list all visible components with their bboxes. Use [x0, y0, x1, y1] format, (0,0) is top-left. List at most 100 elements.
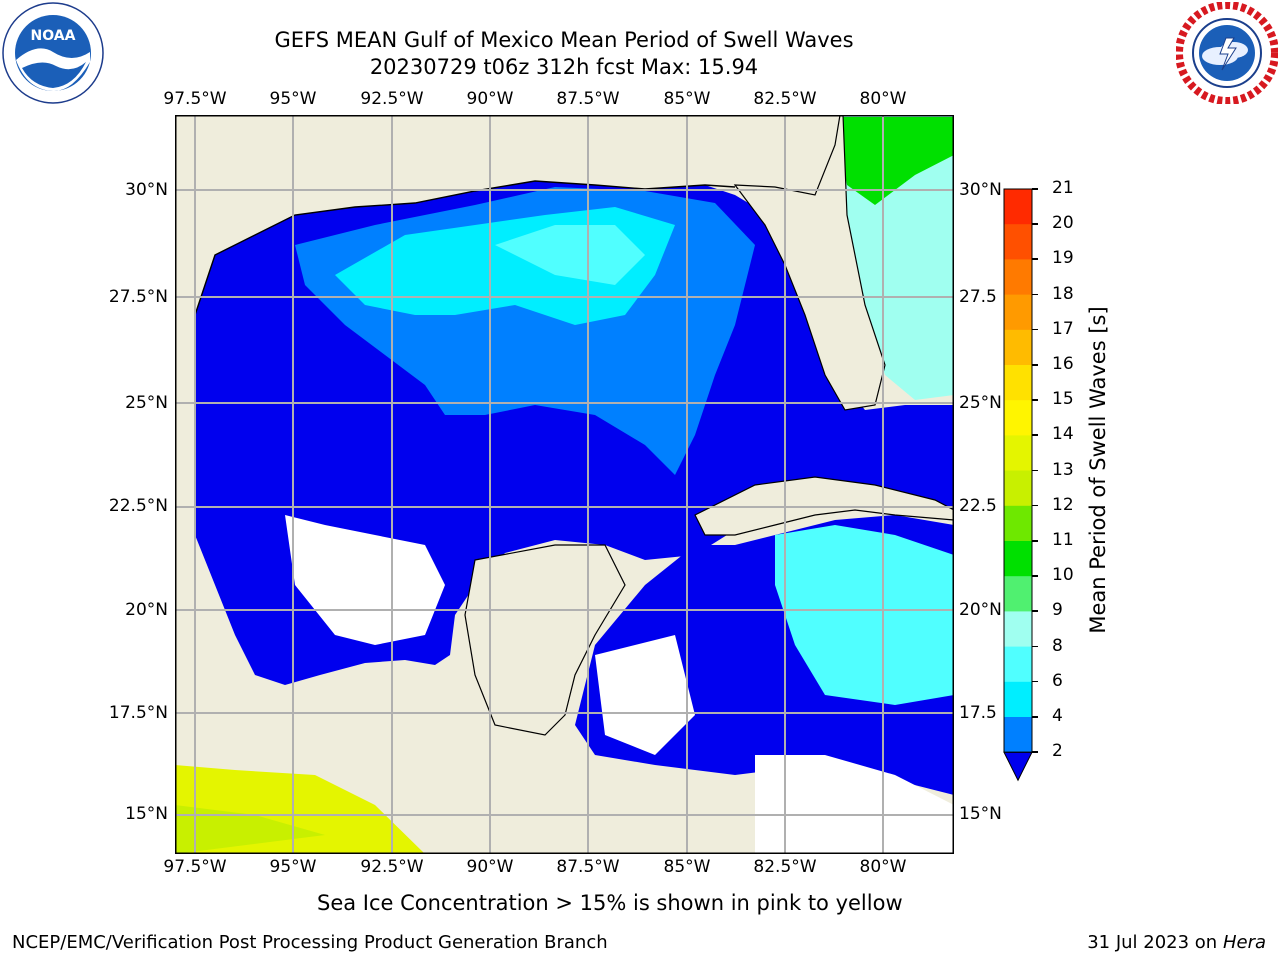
lon-label-bottom: 85°W [663, 857, 711, 877]
colorbar-tick-label: 17 [1052, 318, 1074, 339]
colorbar-segment [1004, 259, 1032, 296]
colorbar-tick-mark [1032, 188, 1038, 190]
colorbar-tick-mark [1032, 258, 1038, 260]
lat-label-right: 22.5 [959, 496, 997, 516]
lon-label-bottom: 82.5°W [753, 857, 817, 877]
lon-label-top: 95°W [269, 89, 317, 109]
colorbar-tick-mark [1032, 364, 1038, 366]
swell-light-band [495, 225, 645, 285]
colorbar-tick-label: 14 [1052, 424, 1074, 445]
colorbar-ticks: 21 20 19 18 17 16 15 14 13 12 11 10 9 8 6 4 2 [1032, 0, 1112, 960]
lon-label-bottom: 90°W [466, 857, 514, 877]
colorbar-segment [1004, 646, 1032, 683]
graticule [175, 115, 954, 854]
map-canvas [175, 114, 955, 854]
colorbar-tick-mark [1032, 610, 1038, 612]
footer-right: 31 Jul 2023 on Hera [1087, 932, 1266, 953]
atlantic-green [839, 117, 954, 205]
colorbar-tick-label: 13 [1052, 459, 1074, 480]
colorbar-graphic [1003, 188, 1033, 782]
footer-host: Hera [1222, 932, 1266, 953]
map-subtitle: 20230729 t06z 312h fcst Max: 15.94 [369, 55, 759, 79]
colorbar [1000, 185, 1040, 785]
lon-label-top: 92.5°W [360, 89, 424, 109]
lat-label-right: 20°N [959, 600, 1002, 620]
colorbar-segment [1004, 611, 1032, 648]
lat-label-right: 15°N [959, 804, 1002, 824]
map-title: GEFS MEAN Gulf of Mexico Mean Period of … [274, 28, 854, 52]
colorbar-segment [1004, 189, 1032, 225]
lon-label-bottom: 80°W [859, 857, 907, 877]
colorbar-segment [1004, 576, 1032, 612]
lat-label-left: 22.5°N [108, 496, 168, 516]
colorbar-tick-label: 9 [1052, 600, 1063, 621]
lat-label-left: 15°N [125, 804, 168, 824]
florida-land [733, 114, 886, 411]
lon-label-top: 80°W [859, 89, 907, 109]
lon-label-top: 90°W [466, 89, 514, 109]
colorbar-tick-label: 6 [1052, 670, 1063, 691]
colorbar-tick-mark [1032, 223, 1038, 225]
mask-white-bay [285, 515, 445, 645]
colorbar-tick-mark [1032, 293, 1038, 296]
lat-label-left: 30°N [125, 180, 168, 200]
colorbar-tick-mark [1032, 575, 1038, 577]
colorbar-tick-label: 11 [1052, 530, 1074, 550]
colorbar-tick-mark [1032, 399, 1038, 401]
colorbar-tick-label: 2 [1052, 741, 1063, 762]
colorbar-segment [1004, 681, 1032, 718]
colorbar-tick-label: 15 [1052, 389, 1074, 410]
noaa-logo-text: NOAA [31, 28, 76, 44]
colorbar-segment [1004, 717, 1032, 753]
lon-label-bottom: 97.5°W [163, 857, 227, 877]
yucatan-land [464, 544, 626, 736]
colorbar-tick-label: 10 [1052, 565, 1074, 586]
lon-label-bottom: 87.5°W [556, 857, 620, 877]
colorbar-segment [1004, 505, 1032, 542]
lon-label-top: 87.5°W [556, 89, 620, 109]
lat-label-left: 20°N [125, 600, 168, 620]
colorbar-segment [1004, 435, 1032, 472]
colorbar-segment [1004, 400, 1032, 436]
caribbean-cyan [775, 525, 954, 705]
lon-label-top: 82.5°W [753, 89, 817, 109]
pacific-green [175, 805, 325, 854]
colorbar-tick-label: 16 [1052, 354, 1074, 374]
lat-label-left: 25°N [125, 393, 168, 413]
colorbar-segment [1004, 365, 1032, 401]
colorbar-tick-mark [1032, 645, 1038, 648]
colorbar-tick-mark [1032, 328, 1038, 331]
colorbar-tick-label: 4 [1052, 706, 1063, 726]
noaa-logo: NOAA [2, 2, 104, 104]
lon-label-top: 85°W [663, 89, 711, 109]
colorbar-tick-mark [1032, 680, 1038, 683]
colorbar-tick-mark [1032, 540, 1038, 542]
lat-label-right: 25°N [959, 393, 1002, 413]
colorbar-tick-mark [1032, 469, 1038, 472]
colorbar-under-triangle [1003, 751, 1033, 782]
mask-white-carib [595, 635, 695, 755]
colorbar-tick-label: 8 [1052, 635, 1063, 656]
colorbar-tick-label: 21 [1052, 178, 1074, 198]
map-panel [175, 114, 955, 854]
colorbar-tick-mark [1032, 434, 1038, 436]
colorbar-tick-label: 12 [1052, 494, 1074, 515]
colorbar-tick-label: 20 [1052, 213, 1074, 234]
colorbar-tick-mark [1032, 716, 1038, 718]
lat-label-right: 30°N [959, 180, 1002, 200]
colorbar-tick-mark [1032, 751, 1038, 753]
colorbar-segment [1004, 224, 1032, 260]
colorbar-segment [1004, 470, 1032, 507]
lon-label-top: 97.5°W [163, 89, 227, 109]
lat-label-right: 17.5 [959, 703, 997, 723]
lat-label-left: 27.5°N [108, 287, 168, 307]
colorbar-segment [1004, 294, 1032, 331]
mask-white-se [755, 755, 954, 854]
sea-ice-note: Sea Ice Concentration > 15% is shown in … [317, 891, 903, 915]
lat-label-left: 17.5°N [108, 703, 168, 723]
colorbar-tick-label: 19 [1052, 248, 1074, 269]
footer-left: NCEP/EMC/Verification Post Processing Pr… [12, 932, 608, 953]
map-frame [175, 115, 954, 854]
footer-date: 31 Jul 2023 on [1087, 932, 1223, 953]
lon-label-bottom: 92.5°W [360, 857, 424, 877]
